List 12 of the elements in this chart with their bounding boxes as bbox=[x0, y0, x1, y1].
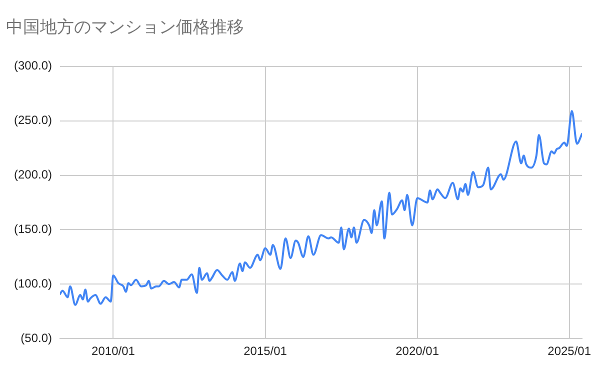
x-tick-label: 2020/01 bbox=[396, 344, 440, 358]
x-tick-label: 2010/01 bbox=[92, 344, 136, 358]
y-tick-label: (50.0) bbox=[20, 330, 52, 345]
y-tick-label: (100.0) bbox=[14, 276, 52, 290]
y-tick-label: (150.0) bbox=[14, 222, 52, 236]
x-tick-label: 2025/01 bbox=[548, 344, 592, 358]
line-series bbox=[60, 110, 582, 306]
chart-title: 中国地方のマンション価格推移 bbox=[6, 18, 244, 38]
y-tick-label: (200.0) bbox=[14, 168, 52, 182]
y-tick-label: (250.0) bbox=[14, 113, 52, 128]
x-tick-label: 2015/01 bbox=[244, 344, 288, 358]
y-tick-label: (300.0) bbox=[14, 58, 52, 73]
